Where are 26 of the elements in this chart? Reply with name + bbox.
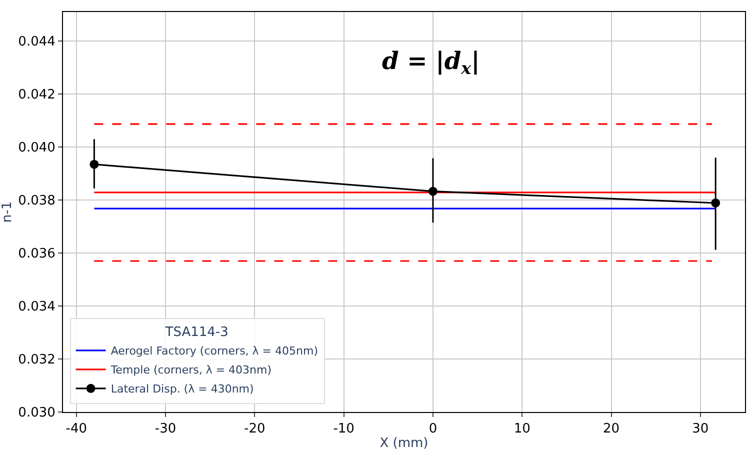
legend-label: Lateral Disp. (λ = 430nm) — [110, 382, 254, 396]
point — [711, 198, 720, 208]
x-tick-label: -30 — [154, 422, 176, 437]
y-tick-label: 0.042 — [18, 88, 56, 103]
y-tick-label: 0.038 — [18, 194, 56, 209]
x-tick-label: 10 — [514, 422, 530, 437]
y-tick-label: 0.030 — [18, 406, 56, 421]
x-axis-title: X (mm) — [380, 436, 428, 452]
x-tick-label: 30 — [692, 422, 709, 437]
x-tick-label: -10 — [333, 422, 354, 437]
x-tick-label: 0 — [428, 422, 438, 437]
annotation: d = |d$_{x}$| — [382, 46, 480, 78]
x-tick-label: -40 — [66, 422, 87, 437]
x-tick-label: -20 — [244, 422, 266, 437]
y-tick-label: 0.032 — [18, 352, 56, 368]
y-tick-label: 0.044 — [18, 34, 56, 50]
y-tick-label: 0.040 — [18, 140, 56, 156]
y-tick-label: 0.034 — [18, 300, 56, 315]
legend-label: Temple (corners, λ = 403nm) — [110, 364, 272, 377]
legend-title: TSA114-3 — [164, 324, 228, 340]
y-tick-label: 0.036 — [18, 246, 56, 262]
point — [90, 160, 99, 169]
legend-label: Aerogel Factory (corners, λ = 405nm) — [110, 344, 318, 358]
point — [428, 186, 438, 196]
y-axis-title: n-1 — [0, 201, 15, 223]
x-tick-label: 20 — [602, 422, 620, 437]
